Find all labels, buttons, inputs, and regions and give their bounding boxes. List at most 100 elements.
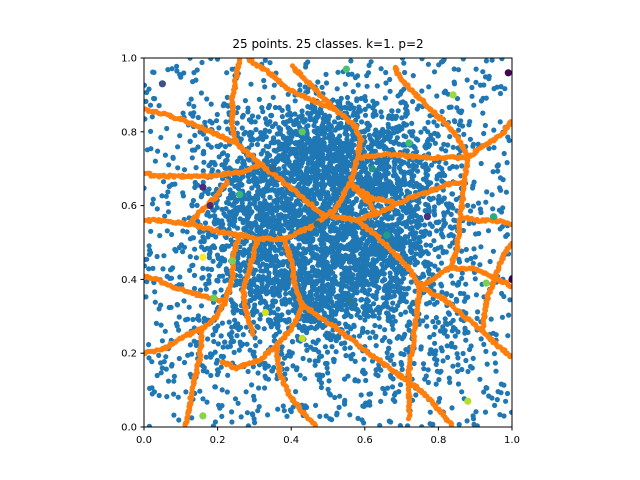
random-point xyxy=(281,355,288,361)
random-point xyxy=(325,290,331,296)
random-point xyxy=(306,136,312,142)
random-point xyxy=(238,414,244,420)
random-point xyxy=(255,408,261,414)
random-point xyxy=(494,397,500,403)
random-point xyxy=(293,389,299,395)
random-point xyxy=(169,363,175,369)
random-point xyxy=(158,322,164,328)
random-point xyxy=(434,176,440,182)
random-point xyxy=(276,263,282,269)
random-point xyxy=(224,157,230,163)
random-point xyxy=(215,220,221,226)
random-point xyxy=(156,103,162,109)
random-point xyxy=(309,217,315,223)
random-point xyxy=(352,297,358,303)
random-point xyxy=(495,162,501,168)
random-point xyxy=(300,172,306,178)
random-point xyxy=(401,275,407,282)
random-point xyxy=(256,273,262,279)
random-point xyxy=(219,387,225,393)
random-point xyxy=(283,190,289,196)
random-point xyxy=(378,398,384,404)
random-point xyxy=(144,98,149,104)
random-point xyxy=(439,146,445,152)
random-point xyxy=(300,246,306,252)
random-point xyxy=(367,335,373,341)
random-point xyxy=(387,76,393,83)
random-point xyxy=(362,306,368,312)
random-point xyxy=(469,93,475,99)
random-point xyxy=(302,149,308,155)
random-point xyxy=(152,299,158,305)
random-point xyxy=(212,419,218,425)
random-point xyxy=(455,362,461,368)
random-point xyxy=(161,359,167,365)
random-point xyxy=(483,199,489,205)
random-point xyxy=(206,186,212,192)
random-point xyxy=(467,363,474,370)
random-point xyxy=(189,155,195,161)
random-point xyxy=(354,98,360,104)
random-point xyxy=(214,58,221,62)
random-point xyxy=(499,58,505,62)
random-point xyxy=(372,322,378,329)
random-point xyxy=(224,70,230,76)
random-point xyxy=(464,418,470,424)
random-point xyxy=(432,212,438,218)
random-point xyxy=(165,378,172,384)
random-point xyxy=(169,66,175,72)
random-point xyxy=(393,173,399,179)
random-point xyxy=(417,159,423,165)
random-point xyxy=(175,394,181,400)
random-point xyxy=(373,343,379,349)
random-point xyxy=(283,220,289,226)
random-point xyxy=(195,218,201,224)
random-point xyxy=(463,281,469,287)
random-point xyxy=(154,253,160,260)
random-point xyxy=(203,286,209,292)
random-point xyxy=(501,413,507,419)
random-point xyxy=(235,321,241,327)
random-point xyxy=(478,244,484,250)
random-point xyxy=(214,367,221,373)
random-point xyxy=(328,334,334,340)
random-point xyxy=(228,237,234,243)
random-point xyxy=(190,79,196,85)
random-point xyxy=(406,285,412,291)
random-point xyxy=(297,268,303,274)
random-point xyxy=(306,357,313,363)
random-point xyxy=(390,300,396,306)
random-point xyxy=(193,255,199,261)
random-point xyxy=(380,295,386,301)
random-point xyxy=(386,346,392,352)
random-point xyxy=(484,361,490,367)
random-point xyxy=(381,303,387,309)
random-point xyxy=(232,396,239,402)
random-point xyxy=(279,298,285,304)
random-point xyxy=(486,73,492,79)
random-point xyxy=(474,315,480,321)
random-point xyxy=(310,108,316,115)
random-point xyxy=(248,286,254,292)
random-point xyxy=(211,338,217,345)
random-point xyxy=(434,368,440,374)
random-point xyxy=(401,86,407,92)
random-point xyxy=(201,247,208,253)
random-point xyxy=(217,405,223,411)
random-point xyxy=(403,103,410,109)
random-point xyxy=(473,292,479,298)
random-point xyxy=(303,342,309,348)
random-point xyxy=(204,96,210,102)
random-point xyxy=(225,372,231,378)
random-point xyxy=(306,295,313,301)
random-point xyxy=(333,278,339,284)
random-point xyxy=(263,291,270,297)
random-point xyxy=(328,124,334,130)
random-point xyxy=(158,302,164,308)
random-point xyxy=(413,392,419,398)
random-point xyxy=(266,102,273,108)
random-point xyxy=(239,125,245,131)
random-point xyxy=(250,177,256,183)
random-point xyxy=(455,368,461,374)
random-point xyxy=(466,220,472,227)
